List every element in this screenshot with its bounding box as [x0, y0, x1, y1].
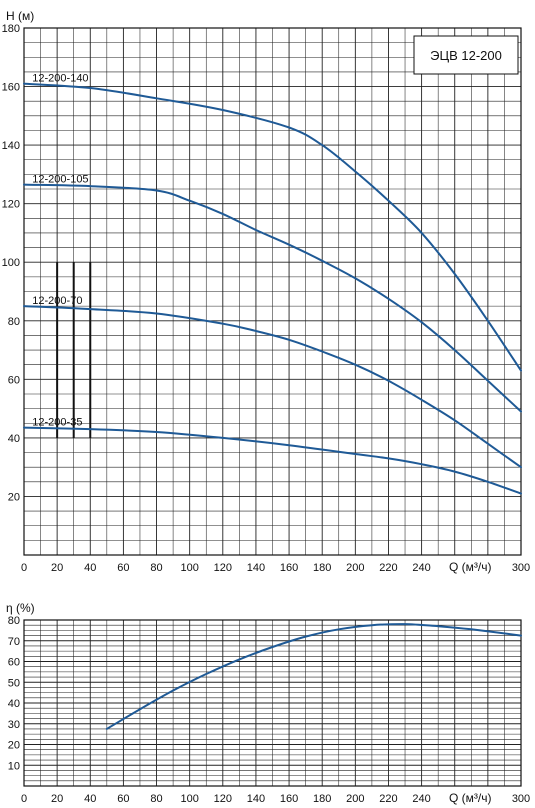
- y-tick-label: 20: [8, 491, 20, 503]
- y-tick-label: 60: [8, 657, 20, 669]
- x-tick-label: 240: [412, 793, 430, 805]
- head-chart: ЭЦВ 12-200 12-200-140 12-200-105 12-200-70…: [2, 9, 531, 574]
- x-tick-label: 80: [150, 562, 162, 574]
- model-title: ЭЦВ 12-200: [430, 48, 502, 63]
- y-tick-label: 160: [2, 82, 20, 94]
- efficiency-chart: 0 20 40 60 80 100 120 140 160 180 200 220 240 300 10 2…: [6, 601, 530, 805]
- efficiency-y-tick-labels: 10 20 30 40 50 60 70 80: [8, 615, 20, 772]
- x-tick-label: 160: [280, 793, 298, 805]
- x-tick-label: 220: [379, 562, 397, 574]
- series-label: 12-200-35: [32, 417, 82, 429]
- x-tick-label: 220: [379, 793, 397, 805]
- x-tick-label: 120: [214, 562, 232, 574]
- head-plot-frame: [23, 27, 522, 556]
- y-tick-label: 10: [8, 760, 20, 772]
- head-x-axis-title: Q (м³/ч): [449, 560, 492, 574]
- y-tick-label: 80: [8, 316, 20, 328]
- head-y-tick-labels: 20 40 60 80 100 120 140 160 180: [2, 23, 20, 503]
- series-line-12-200-70: [23, 305, 522, 469]
- x-tick-label: 160: [280, 562, 298, 574]
- head-x-tick-labels: 0 20 40 60 80 100 120 140 160 180 200 220 240 300: [21, 562, 530, 574]
- head-series-group: 12-200-140 12-200-105 12-200-70 12-200-35: [23, 73, 522, 495]
- x-tick-label: 60: [117, 793, 129, 805]
- y-tick-label: 20: [8, 740, 20, 752]
- efficiency-x-tick-labels: 0 20 40 60 80 100 120 140 160 180 200 220 240 300: [21, 793, 530, 805]
- x-tick-label: 100: [180, 562, 198, 574]
- y-tick-label: 180: [2, 23, 20, 35]
- x-tick-label: 200: [346, 793, 364, 805]
- x-tick-label: 180: [313, 562, 331, 574]
- series-label: 12-200-140: [32, 73, 88, 85]
- model-title-box: [413, 35, 519, 75]
- series-line-efficiency: [105, 623, 522, 730]
- y-tick-label: 140: [2, 140, 20, 152]
- x-tick-label: 40: [84, 793, 96, 805]
- head-grid: [23, 27, 522, 556]
- x-tick-label: 120: [214, 793, 232, 805]
- x-tick-label: 0: [21, 562, 27, 574]
- x-tick-label: 140: [247, 793, 265, 805]
- x-tick-label: 20: [51, 793, 63, 805]
- y-tick-label: 80: [8, 615, 20, 627]
- series-label: 12-200-105: [32, 174, 88, 186]
- x-tick-label: 60: [117, 562, 129, 574]
- y-tick-label: 70: [8, 636, 20, 648]
- series-line-12-200-140: [23, 82, 522, 372]
- y-tick-label: 120: [2, 199, 20, 211]
- y-tick-label: 30: [8, 719, 20, 731]
- efficiency-grid: [23, 619, 522, 787]
- efficiency-plot-frame: [23, 619, 522, 787]
- series-line-12-200-105: [23, 183, 522, 413]
- efficiency-series-group: [105, 623, 522, 730]
- x-tick-label: 20: [51, 562, 63, 574]
- x-tick-label: 180: [313, 793, 331, 805]
- y-tick-label: 100: [2, 257, 20, 269]
- series-line-12-200-35: [23, 426, 522, 495]
- y-tick-label: 40: [8, 698, 20, 710]
- x-tick-label: 80: [150, 793, 162, 805]
- efficiency-x-axis-title: Q (м³/ч): [449, 791, 492, 805]
- x-tick-label: 40: [84, 562, 96, 574]
- y-tick-label: 60: [8, 374, 20, 386]
- y-tick-label: 50: [8, 677, 20, 689]
- x-tick-label: 0: [21, 793, 27, 805]
- x-tick-label: 100: [180, 793, 198, 805]
- series-label: 12-200-70: [32, 295, 82, 307]
- x-tick-label: 200: [346, 562, 364, 574]
- x-tick-label: 240: [412, 562, 430, 574]
- x-tick-label: 300: [512, 562, 530, 574]
- y-tick-label: 40: [8, 433, 20, 445]
- head-y-axis-title: H (м): [6, 9, 34, 23]
- x-tick-label: 300: [512, 793, 530, 805]
- x-tick-label: 140: [247, 562, 265, 574]
- efficiency-y-axis-title: η (%): [6, 601, 35, 615]
- head-emphasis-bars: [56, 262, 92, 438]
